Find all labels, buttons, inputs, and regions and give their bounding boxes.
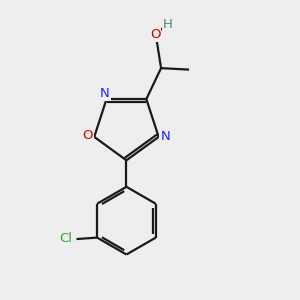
Text: Cl: Cl xyxy=(59,232,72,245)
Text: N: N xyxy=(160,130,170,143)
Text: O: O xyxy=(82,129,93,142)
Text: O: O xyxy=(150,28,160,41)
Text: N: N xyxy=(100,87,110,100)
Text: H: H xyxy=(163,18,173,32)
